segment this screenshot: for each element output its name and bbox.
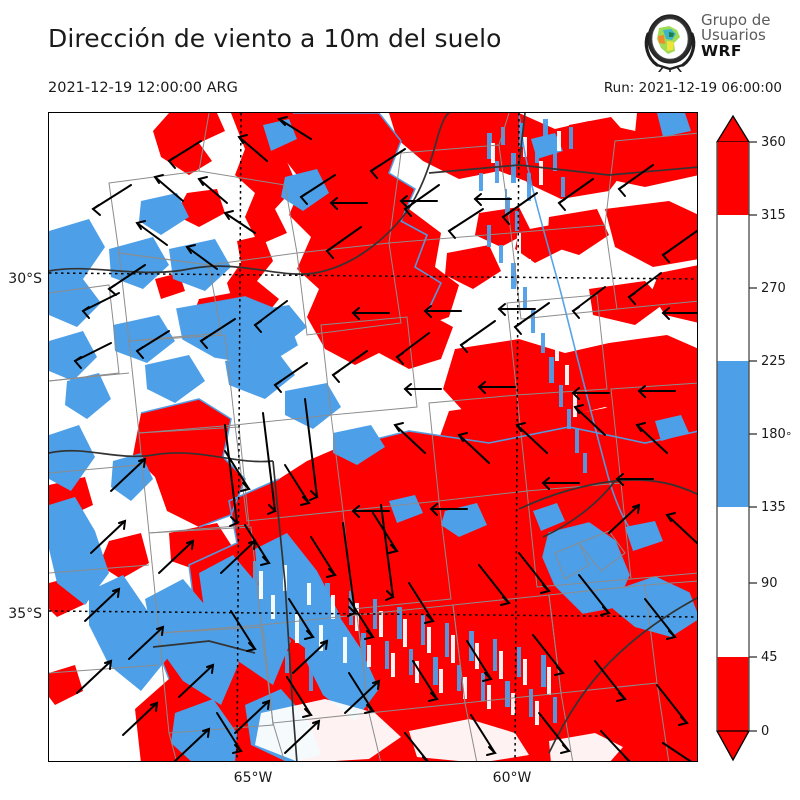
- colorbar-band-135-225: [717, 361, 749, 507]
- y-tick-30s: 30°S: [8, 271, 42, 287]
- colorbar-tick-360: 360: [761, 135, 786, 150]
- colorbar-tick-45: 45: [761, 650, 778, 665]
- colorbar-tick-135: 135: [761, 500, 786, 515]
- logo-line-1: Grupo de: [701, 11, 771, 29]
- colorbar-tick-0: 0: [761, 724, 770, 739]
- wrf-globe-emblem: [644, 14, 696, 72]
- colorbar-band-225-315: [717, 215, 749, 361]
- valid-time-label: 2021-12-19 12:00:00 ARG: [48, 80, 238, 96]
- colorbar-band-45-135: [717, 507, 749, 657]
- colorbar-unit-label: °: [786, 430, 792, 443]
- colorbar-tick-270: 270: [761, 281, 786, 296]
- logo-line-3: WRF: [701, 41, 742, 60]
- x-tick-60w: 60°W: [492, 770, 532, 786]
- wind-direction-field: [49, 113, 697, 761]
- map-plot-area[interactable]: [48, 112, 698, 762]
- colorbar-tick-225: 225: [761, 354, 786, 369]
- gridline-35s: [49, 610, 697, 618]
- logo-line-2: Usuarios: [701, 26, 766, 45]
- model-run-label: Run: 2021-12-19 06:00:00: [603, 80, 782, 96]
- y-tick-35s: 35°S: [8, 606, 42, 622]
- gridline-65w: [236, 113, 242, 761]
- colorbar-band-0-45: [717, 657, 749, 731]
- logo-text-block: Grupo de Usuarios WRF: [701, 11, 771, 60]
- colorbar-graphic: [715, 114, 757, 762]
- colorbar-tick-315: 315: [761, 208, 786, 223]
- x-tick-65w: 65°W: [233, 770, 273, 786]
- page-title: Dirección de viento a 10m del suelo: [48, 24, 502, 53]
- colorbar-extend-min: [715, 730, 751, 762]
- colorbar-outline: [716, 142, 750, 731]
- gridline-30s: [49, 272, 697, 280]
- map-frame: [48, 112, 698, 762]
- colorbar-tick-90: 90: [761, 576, 778, 591]
- colorbar-extend-max: [715, 114, 751, 143]
- colorbar[interactable]: 360 315 270 225 180 135 90 45 0 °: [707, 112, 793, 762]
- colorbar-tick-180: 180: [761, 427, 786, 442]
- wrf-user-group-logo: Grupo de Usuarios WRF: [641, 12, 793, 74]
- colorbar-band-315-360: [717, 142, 749, 215]
- gridline-60w: [514, 113, 520, 761]
